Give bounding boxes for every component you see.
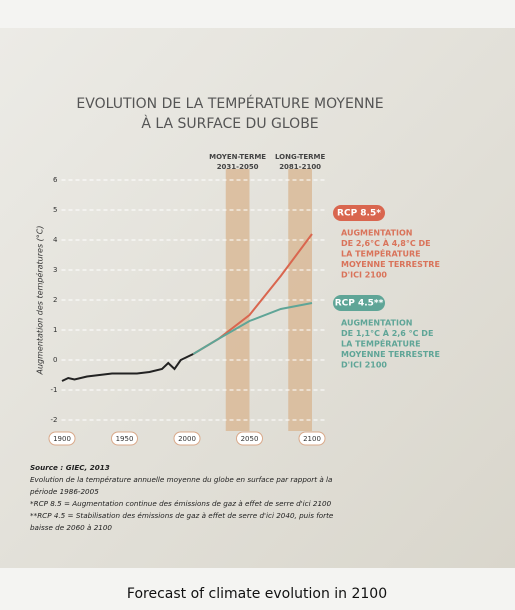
annotation-line: MOYENNE TERRESTRE <box>341 350 440 359</box>
period-range: 2031-2050 <box>217 163 259 171</box>
x-tick-label: 2050 <box>241 435 259 443</box>
source-line: Evolution de la température annuelle moy… <box>30 475 332 484</box>
poster <box>0 28 515 568</box>
y-tick-label: -1 <box>51 386 58 394</box>
period-range: 2081-2100 <box>279 163 321 171</box>
y-tick-label: 3 <box>53 266 57 274</box>
x-tick-label: 2000 <box>178 435 196 443</box>
y-tick-label: 0 <box>53 356 57 364</box>
series-line <box>192 302 313 355</box>
caption: Forecast of climate evolution in 2100 <box>127 586 387 602</box>
x-tick-mark <box>236 431 263 446</box>
annotation-line: AUGMENTATION <box>341 319 412 328</box>
legend-badge <box>333 295 385 311</box>
annotation-line: D'ICI 2100 <box>341 271 387 280</box>
legend-badge <box>333 205 385 221</box>
source-line: baisse de 2060 à 2100 <box>30 523 112 532</box>
x-tick-mark <box>111 431 138 446</box>
x-tick-mark <box>173 431 201 446</box>
x-tick-mark <box>298 431 326 446</box>
y-axis-label: Augmentation des températures (°C) <box>35 225 45 375</box>
annotation-line: DE 2,6°C À 4,8°C DE <box>341 237 431 248</box>
source-line: période 1986-2005 <box>29 487 99 496</box>
y-tick-label: -2 <box>51 416 58 424</box>
annotation-line: MOYENNE TERRESTRE <box>341 260 440 269</box>
source-line: **RCP 4.5 = Stabilisation des émissions … <box>30 511 334 520</box>
period-label: LONG-TERME <box>275 153 326 161</box>
title-line: À LA SURFACE DU GLOBE <box>141 115 318 132</box>
y-tick-label: 4 <box>53 236 58 244</box>
y-tick-label: 2 <box>53 296 57 304</box>
x-tick-label: 2100 <box>303 435 321 443</box>
annotation-line: DE 1,1°C À 2,6 °C DE <box>341 327 433 338</box>
annotation-line: D'ICI 2100 <box>341 361 387 370</box>
y-tick-label: 5 <box>53 206 57 214</box>
annotation-line: AUGMENTATION <box>341 229 412 238</box>
plot: MOYEN-TERME 2031-2050 LONG-TERME 2081-2100 -… <box>29 153 440 532</box>
source-line: Source : GIEC, 2013 <box>30 463 110 472</box>
period-label: MOYEN-TERME <box>209 153 266 161</box>
series-line <box>61 353 194 382</box>
x-tick-label: 1950 <box>116 435 134 443</box>
title-line: EVOLUTION DE LA TEMPÉRATURE MOYENNE <box>76 95 383 112</box>
legend-label: RCP 4.5** <box>335 299 384 309</box>
x-tick-label: 1900 <box>53 435 71 443</box>
y-tick-label: 1 <box>53 326 57 334</box>
legend-label: RCP 8.5* <box>337 209 381 219</box>
y-tick-label: 6 <box>53 176 58 184</box>
source-line: *RCP 8.5 = Augmentation continue des émi… <box>30 499 332 508</box>
annotation-line: LA TEMPÉRATURE <box>341 338 421 349</box>
x-tick-mark <box>48 431 76 446</box>
annotation-line: LA TEMPÉRATURE <box>341 248 421 259</box>
